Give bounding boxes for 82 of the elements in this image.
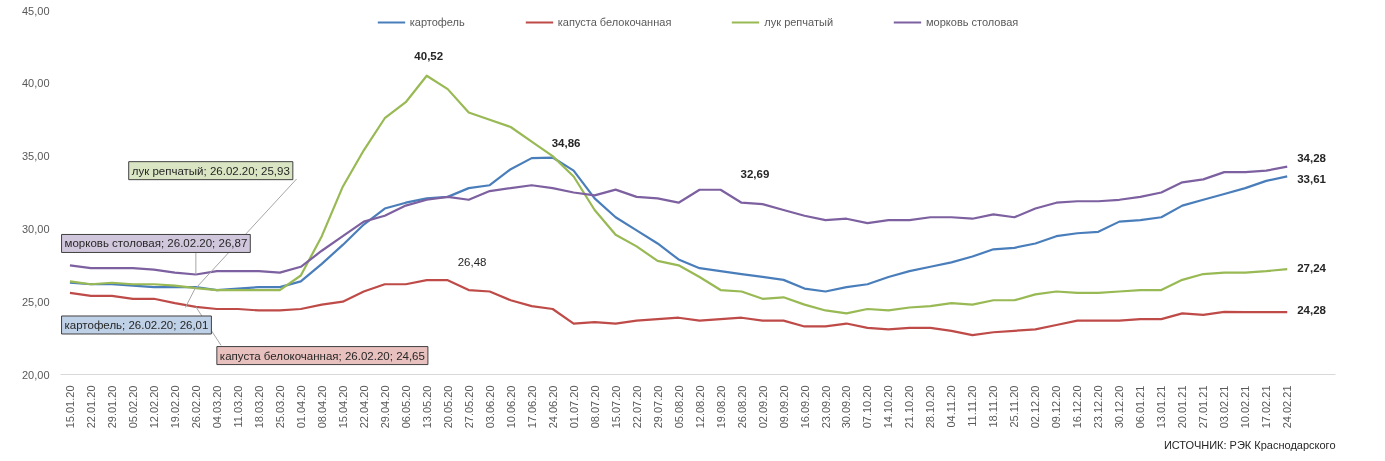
annotation: лук репчатый; 26.02.20; 25,93 [131, 164, 290, 177]
x-tick-label: 08.04.20 [315, 385, 328, 429]
x-tick-label: 07.10.20 [861, 385, 874, 429]
x-tick-label: 16.12.20 [1071, 385, 1084, 429]
x-tick-label: 27.01.21 [1197, 385, 1210, 429]
x-tick-label: 14.10.20 [882, 385, 895, 429]
x-tick-label: 29.01.20 [105, 385, 118, 429]
annotation: 27,24 [1297, 262, 1327, 275]
y-tick-label: 25,00 [21, 295, 50, 308]
x-tick-label: 17.02.21 [1260, 385, 1273, 429]
legend-label: лук репчатый [764, 16, 834, 28]
annotation: 24,28 [1297, 304, 1327, 317]
legend-label: картофель [409, 16, 465, 28]
x-tick-label: 20.01.21 [1176, 385, 1189, 429]
x-tick-label: 17.06.20 [525, 385, 538, 429]
x-tick-label: 10.02.21 [1239, 385, 1252, 429]
x-tick-label: 04.03.20 [210, 385, 223, 429]
y-tick-label: 20,00 [21, 368, 50, 381]
x-tick-label: 12.02.20 [147, 385, 160, 429]
legend-label: капуста белокочанная [557, 16, 672, 28]
x-tick-label: 09.12.20 [1050, 385, 1063, 429]
x-tick-label: 16.09.20 [798, 385, 811, 429]
x-tick-label: 20.05.20 [441, 385, 454, 429]
x-tick-label: 19.02.20 [168, 385, 181, 429]
annotation: капуста белокочанная; 26.02.20; 24,65 [219, 349, 425, 362]
x-tick-label: 02.12.20 [1029, 385, 1042, 429]
x-tick-label: 26.08.20 [735, 385, 748, 429]
x-tick-label: 05.08.20 [672, 385, 685, 429]
annotation: 33,61 [1297, 173, 1327, 186]
x-tick-label: 08.07.20 [588, 385, 601, 429]
x-tick-label: 15.04.20 [336, 385, 349, 429]
annotation: 26,48 [457, 256, 487, 269]
x-tick-label: 22.01.20 [84, 385, 97, 429]
x-tick-label: 23.12.20 [1092, 385, 1105, 429]
x-tick-label: 22.04.20 [357, 385, 370, 429]
x-tick-label: 26.02.20 [189, 385, 202, 429]
x-tick-label: 03.02.21 [1218, 385, 1231, 429]
y-tick-label: 45,00 [21, 4, 50, 17]
x-tick-label: 25.11.20 [1008, 385, 1021, 428]
x-tick-label: 13.01.21 [1155, 385, 1168, 429]
x-tick-label: 30.09.20 [840, 385, 853, 429]
x-tick-label: 25.03.20 [273, 385, 286, 429]
x-tick-label: 27.05.20 [462, 385, 475, 429]
x-tick-label: 01.04.20 [294, 385, 307, 429]
x-tick-label: 18.03.20 [252, 385, 265, 429]
x-tick-label: 15.07.20 [609, 385, 622, 429]
x-tick-label: 29.07.20 [651, 385, 664, 429]
x-tick-label: 29.04.20 [378, 385, 391, 429]
x-tick-label: 09.09.20 [777, 385, 790, 429]
annotation: 40,52 [414, 49, 444, 62]
x-tick-label: 03.06.20 [483, 385, 496, 429]
annotation: 34,28 [1297, 151, 1327, 164]
x-tick-label: 15.01.20 [63, 385, 76, 429]
y-tick-label: 40,00 [21, 77, 50, 90]
x-tick-label: 30.12.20 [1113, 385, 1126, 429]
text: ИСТОЧНИК: РЭК Краснодарского [1163, 438, 1336, 451]
x-tick-label: 12.08.20 [693, 385, 706, 429]
x-tick-label: 21.10.20 [903, 385, 916, 429]
x-tick-label: 01.07.20 [567, 385, 580, 429]
annotation: 32,69 [740, 167, 770, 180]
x-tick-label: 23.09.20 [819, 385, 832, 429]
x-tick-label: 18.11.20 [987, 385, 1000, 428]
x-tick-label: 24.06.20 [546, 385, 559, 429]
annotation: картофель; 26.02.20; 26,01 [64, 319, 209, 331]
x-tick-label: 11.11.20 [966, 385, 979, 427]
x-tick-label: 06.01.21 [1134, 385, 1147, 429]
x-tick-label: 04.11.20 [945, 385, 958, 428]
x-tick-label: 22.07.20 [630, 385, 643, 429]
x-tick-label: 13.05.20 [420, 385, 433, 429]
x-tick-label: 19.08.20 [714, 385, 727, 429]
x-tick-label: 05.02.20 [126, 385, 139, 429]
x-tick-label: 06.05.20 [399, 385, 412, 429]
x-tick-label: 10.06.20 [504, 385, 517, 429]
x-tick-label: 11.03.20 [231, 385, 244, 428]
y-tick-label: 35,00 [21, 150, 50, 163]
legend-label: морковь столовая [926, 16, 1019, 28]
annotation: 34,86 [551, 137, 581, 150]
y-tick-label: 30,00 [21, 222, 50, 235]
annotation: морковь столовая; 26.02.20; 26,87 [64, 237, 248, 250]
x-tick-label: 02.09.20 [756, 385, 769, 429]
x-tick-label: 28.10.20 [924, 385, 937, 429]
x-tick-label: 24.02.21 [1281, 385, 1294, 429]
